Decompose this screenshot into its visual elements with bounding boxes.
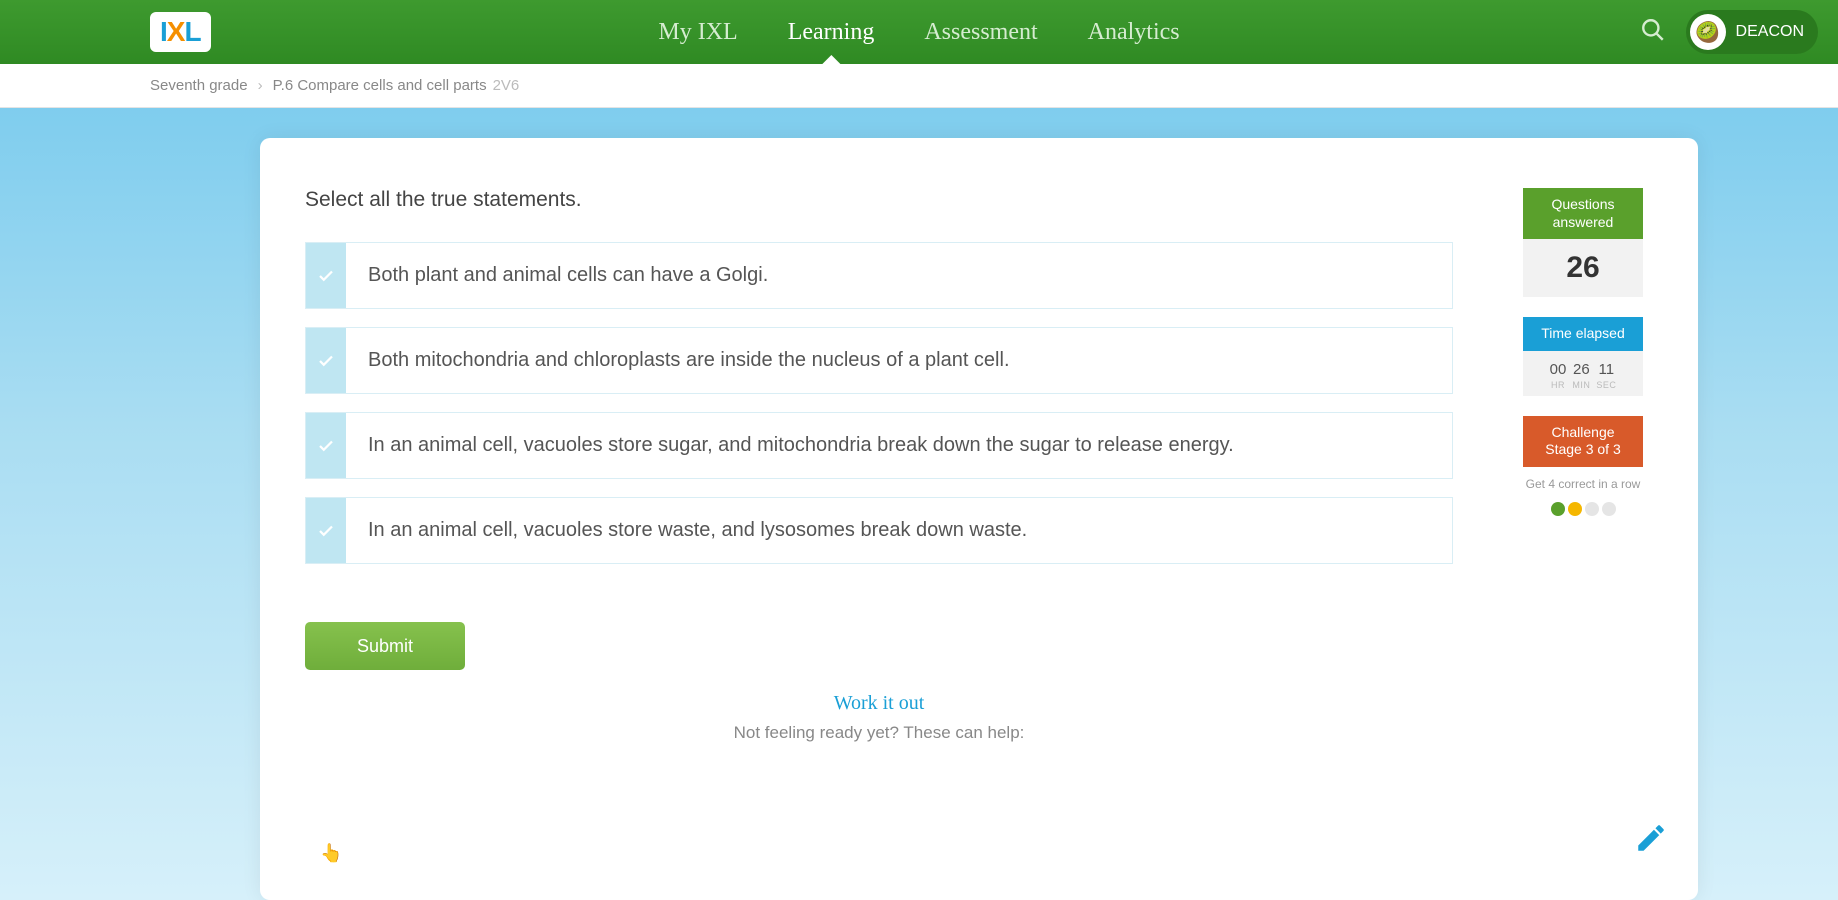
choice-text: Both mitochondria and chloroplasts are i… <box>346 328 1452 393</box>
progress-dots <box>1551 502 1616 516</box>
header-bar: IXL My IXL Learning Assessment Analytics… <box>0 0 1838 64</box>
breadcrumb: Seventh grade › P.6 Compare cells and ce… <box>0 64 1838 108</box>
progress-dot <box>1602 502 1616 516</box>
not-ready-text: Not feeling ready yet? These can help: <box>305 723 1453 743</box>
question-column: Select all the true statements. Both pla… <box>305 188 1513 870</box>
nav-label: My IXL <box>658 19 737 46</box>
logo-letter-i: I <box>160 16 167 47</box>
challenge-line2: Stage 3 of 3 <box>1545 441 1621 457</box>
time-sec-value: 11 <box>1599 361 1615 378</box>
user-name: DEACON <box>1736 23 1804 41</box>
time-hr-value: 00 <box>1550 361 1567 378</box>
challenge-line1: Challenge <box>1551 424 1614 440</box>
logo[interactable]: IXL <box>150 12 211 52</box>
choice-text: In an animal cell, vacuoles store waste,… <box>346 498 1452 563</box>
nav-my-ixl[interactable]: My IXL <box>658 0 737 64</box>
answer-choice-1[interactable]: Both plant and animal cells can have a G… <box>305 242 1453 309</box>
time-elapsed-value: 00 HR 26 MIN 11 SEC <box>1523 351 1643 396</box>
logo-letter-x: X <box>167 16 185 47</box>
answer-choice-3[interactable]: In an animal cell, vacuoles store sugar,… <box>305 412 1453 479</box>
check-icon <box>306 243 346 308</box>
time-sec: 11 SEC <box>1596 361 1616 390</box>
time-min-label: MIN <box>1572 380 1590 390</box>
work-it-out-link[interactable]: Work it out <box>305 692 1453 715</box>
stats-sidebar: Questions answered 26 Time elapsed 00 HR… <box>1513 188 1653 870</box>
nav-assessment[interactable]: Assessment <box>924 0 1037 64</box>
check-icon <box>306 498 346 563</box>
time-min-value: 26 <box>1573 361 1590 378</box>
progress-dot <box>1551 502 1565 516</box>
submit-button[interactable]: Submit <box>305 622 465 670</box>
breadcrumb-code: 2V6 <box>493 77 520 94</box>
choice-text: Both plant and animal cells can have a G… <box>346 243 1452 308</box>
progress-dot <box>1585 502 1599 516</box>
main-nav: My IXL Learning Assessment Analytics <box>658 0 1179 64</box>
nav-label: Analytics <box>1088 19 1180 46</box>
header-right: 🥝 DEACON <box>1640 10 1818 54</box>
time-sec-label: SEC <box>1596 380 1616 390</box>
choice-text: In an animal cell, vacuoles store sugar,… <box>346 413 1452 478</box>
questions-answered-label: Questions answered <box>1523 188 1643 239</box>
answer-choice-2[interactable]: Both mitochondria and chloroplasts are i… <box>305 327 1453 394</box>
user-menu[interactable]: 🥝 DEACON <box>1686 10 1818 54</box>
question-card: Select all the true statements. Both pla… <box>260 138 1698 900</box>
time-elapsed-label: Time elapsed <box>1523 317 1643 351</box>
time-min: 26 MIN <box>1572 361 1590 390</box>
check-icon <box>306 328 346 393</box>
scratchpad-icon[interactable] <box>1634 821 1668 860</box>
questions-answered-value: 26 <box>1523 239 1643 297</box>
nav-analytics[interactable]: Analytics <box>1088 0 1180 64</box>
progress-dot <box>1568 502 1582 516</box>
search-icon[interactable] <box>1640 17 1666 48</box>
check-icon <box>306 413 346 478</box>
content-stage: Select all the true statements. Both pla… <box>0 108 1838 900</box>
helper-section: Work it out Not feeling ready yet? These… <box>305 692 1453 743</box>
question-prompt: Select all the true statements. <box>305 188 1453 212</box>
nav-label: Learning <box>788 19 875 46</box>
challenge-label: Challenge Stage 3 of 3 <box>1523 416 1643 467</box>
time-hr: 00 HR <box>1550 361 1567 390</box>
challenge-goal: Get 4 correct in a row <box>1526 477 1641 493</box>
breadcrumb-skill: P.6 Compare cells and cell parts <box>273 77 487 94</box>
avatar-glyph: 🥝 <box>1695 20 1720 45</box>
chevron-right-icon: › <box>258 77 263 94</box>
nav-learning[interactable]: Learning <box>788 0 875 64</box>
logo-letter-l: L <box>184 16 200 47</box>
answer-choice-4[interactable]: In an animal cell, vacuoles store waste,… <box>305 497 1453 564</box>
nav-label: Assessment <box>924 19 1037 46</box>
breadcrumb-grade[interactable]: Seventh grade <box>150 77 248 94</box>
avatar: 🥝 <box>1690 14 1726 50</box>
time-hr-label: HR <box>1551 380 1565 390</box>
